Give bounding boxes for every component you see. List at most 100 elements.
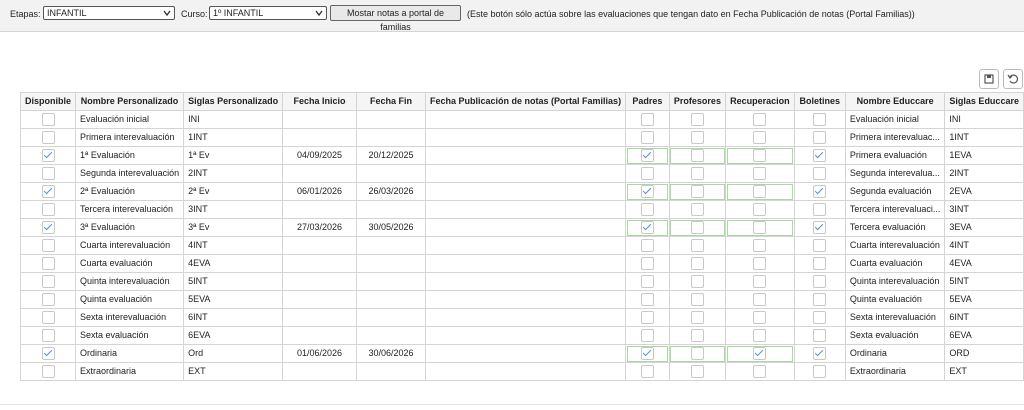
checkbox[interactable] [640, 275, 654, 289]
checkbox[interactable] [813, 131, 827, 145]
checkbox[interactable] [813, 347, 827, 361]
checkbox[interactable] [41, 221, 55, 235]
checkbox[interactable] [640, 131, 654, 145]
checkbox[interactable] [41, 347, 55, 361]
cell-text: Tercera interevaluaci... [849, 204, 941, 214]
checkbox[interactable] [690, 293, 704, 307]
checkbox[interactable] [640, 347, 654, 361]
checkbox[interactable] [640, 149, 654, 163]
cell-text: Sexta evaluación [849, 330, 919, 340]
checkbox[interactable] [690, 185, 704, 199]
checkbox[interactable] [753, 275, 767, 289]
checkbox[interactable] [640, 329, 654, 343]
checkbox[interactable] [41, 275, 55, 289]
checkbox[interactable] [690, 329, 704, 343]
checkbox[interactable] [690, 149, 704, 163]
checkbox[interactable] [41, 113, 55, 127]
checkbox[interactable] [690, 257, 704, 271]
checkbox[interactable] [690, 221, 704, 235]
checkbox[interactable] [813, 239, 827, 253]
cell: Primera interevaluac... [844, 128, 946, 147]
cell [19, 200, 77, 219]
checkbox[interactable] [41, 311, 55, 325]
checkbox[interactable] [753, 203, 767, 217]
checkbox[interactable] [41, 365, 55, 379]
cell: 5INT [183, 272, 284, 291]
cell: 06/01/2026 [282, 182, 357, 201]
checkbox[interactable] [640, 203, 654, 217]
checkbox[interactable] [753, 113, 767, 127]
checkbox[interactable] [640, 365, 654, 379]
checkbox[interactable] [690, 365, 704, 379]
checkbox[interactable] [813, 257, 827, 271]
checkbox[interactable] [640, 239, 654, 253]
checkbox[interactable] [640, 167, 654, 181]
checkbox[interactable] [753, 293, 767, 307]
checkbox[interactable] [753, 239, 767, 253]
checkbox[interactable] [41, 239, 55, 253]
checkbox[interactable] [753, 221, 767, 235]
checkbox[interactable] [813, 149, 827, 163]
checkbox[interactable] [41, 149, 55, 163]
checkbox[interactable] [690, 113, 704, 127]
checkbox[interactable] [813, 167, 827, 181]
checkbox[interactable] [753, 365, 767, 379]
cell-text: 06/01/2026 [297, 186, 343, 196]
checkbox[interactable] [690, 167, 704, 181]
checkbox[interactable] [813, 329, 827, 343]
checkbox[interactable] [41, 257, 55, 271]
checkbox[interactable] [640, 293, 654, 307]
cell [19, 182, 77, 201]
cell: Ordinaria [75, 344, 185, 363]
checkbox[interactable] [753, 257, 767, 271]
checkbox[interactable] [813, 113, 827, 127]
table-row: Sexta interevaluación 6INT Sexta intereval… [19, 308, 1024, 327]
checkbox[interactable] [753, 329, 767, 343]
checkbox[interactable] [41, 167, 55, 181]
checkbox[interactable] [753, 131, 767, 145]
checkbox[interactable] [690, 275, 704, 289]
checkbox[interactable] [813, 365, 827, 379]
curso-select[interactable]: 1º INFANTIL [209, 6, 327, 20]
checkbox[interactable] [753, 149, 767, 163]
checkbox[interactable] [41, 329, 55, 343]
checkbox[interactable] [690, 239, 704, 253]
checkbox[interactable] [753, 167, 767, 181]
checkbox[interactable] [41, 131, 55, 145]
checkbox[interactable] [640, 113, 654, 127]
checkbox[interactable] [813, 221, 827, 235]
checkbox[interactable] [813, 275, 827, 289]
checkbox[interactable] [753, 347, 767, 361]
publish-button[interactable]: Mostar notas a portal de familias [330, 5, 461, 32]
cell [668, 272, 727, 291]
checkbox[interactable] [813, 203, 827, 217]
cell-text: Quinta interevaluación [849, 276, 940, 286]
checkbox[interactable] [813, 185, 827, 199]
column-header: Nombre Personalizado [75, 92, 185, 111]
checkbox[interactable] [813, 293, 827, 307]
checkbox[interactable] [41, 293, 55, 307]
cell [425, 146, 627, 165]
checkbox[interactable] [690, 347, 704, 361]
etapas-select[interactable]: INFANTIL [43, 6, 175, 20]
checkbox[interactable] [753, 185, 767, 199]
checkbox[interactable] [640, 257, 654, 271]
table-row: Evaluación inicial INI Evaluación inicial I… [19, 110, 1024, 129]
checkbox[interactable] [640, 185, 654, 199]
cell-text: 20/12/2025 [368, 150, 414, 160]
checkbox[interactable] [690, 131, 704, 145]
checkbox[interactable] [690, 311, 704, 325]
cell-text: 4INT [188, 240, 208, 250]
cell-text: 1ª Ev [188, 150, 210, 160]
checkbox[interactable] [640, 221, 654, 235]
checkbox[interactable] [813, 311, 827, 325]
undo-button[interactable] [1003, 69, 1023, 89]
checkbox[interactable] [753, 311, 767, 325]
cell [355, 254, 427, 273]
save-button[interactable] [979, 69, 999, 89]
checkbox[interactable] [640, 311, 654, 325]
checkbox[interactable] [41, 203, 55, 217]
cell [425, 344, 627, 363]
checkbox[interactable] [690, 203, 704, 217]
checkbox[interactable] [41, 185, 55, 199]
